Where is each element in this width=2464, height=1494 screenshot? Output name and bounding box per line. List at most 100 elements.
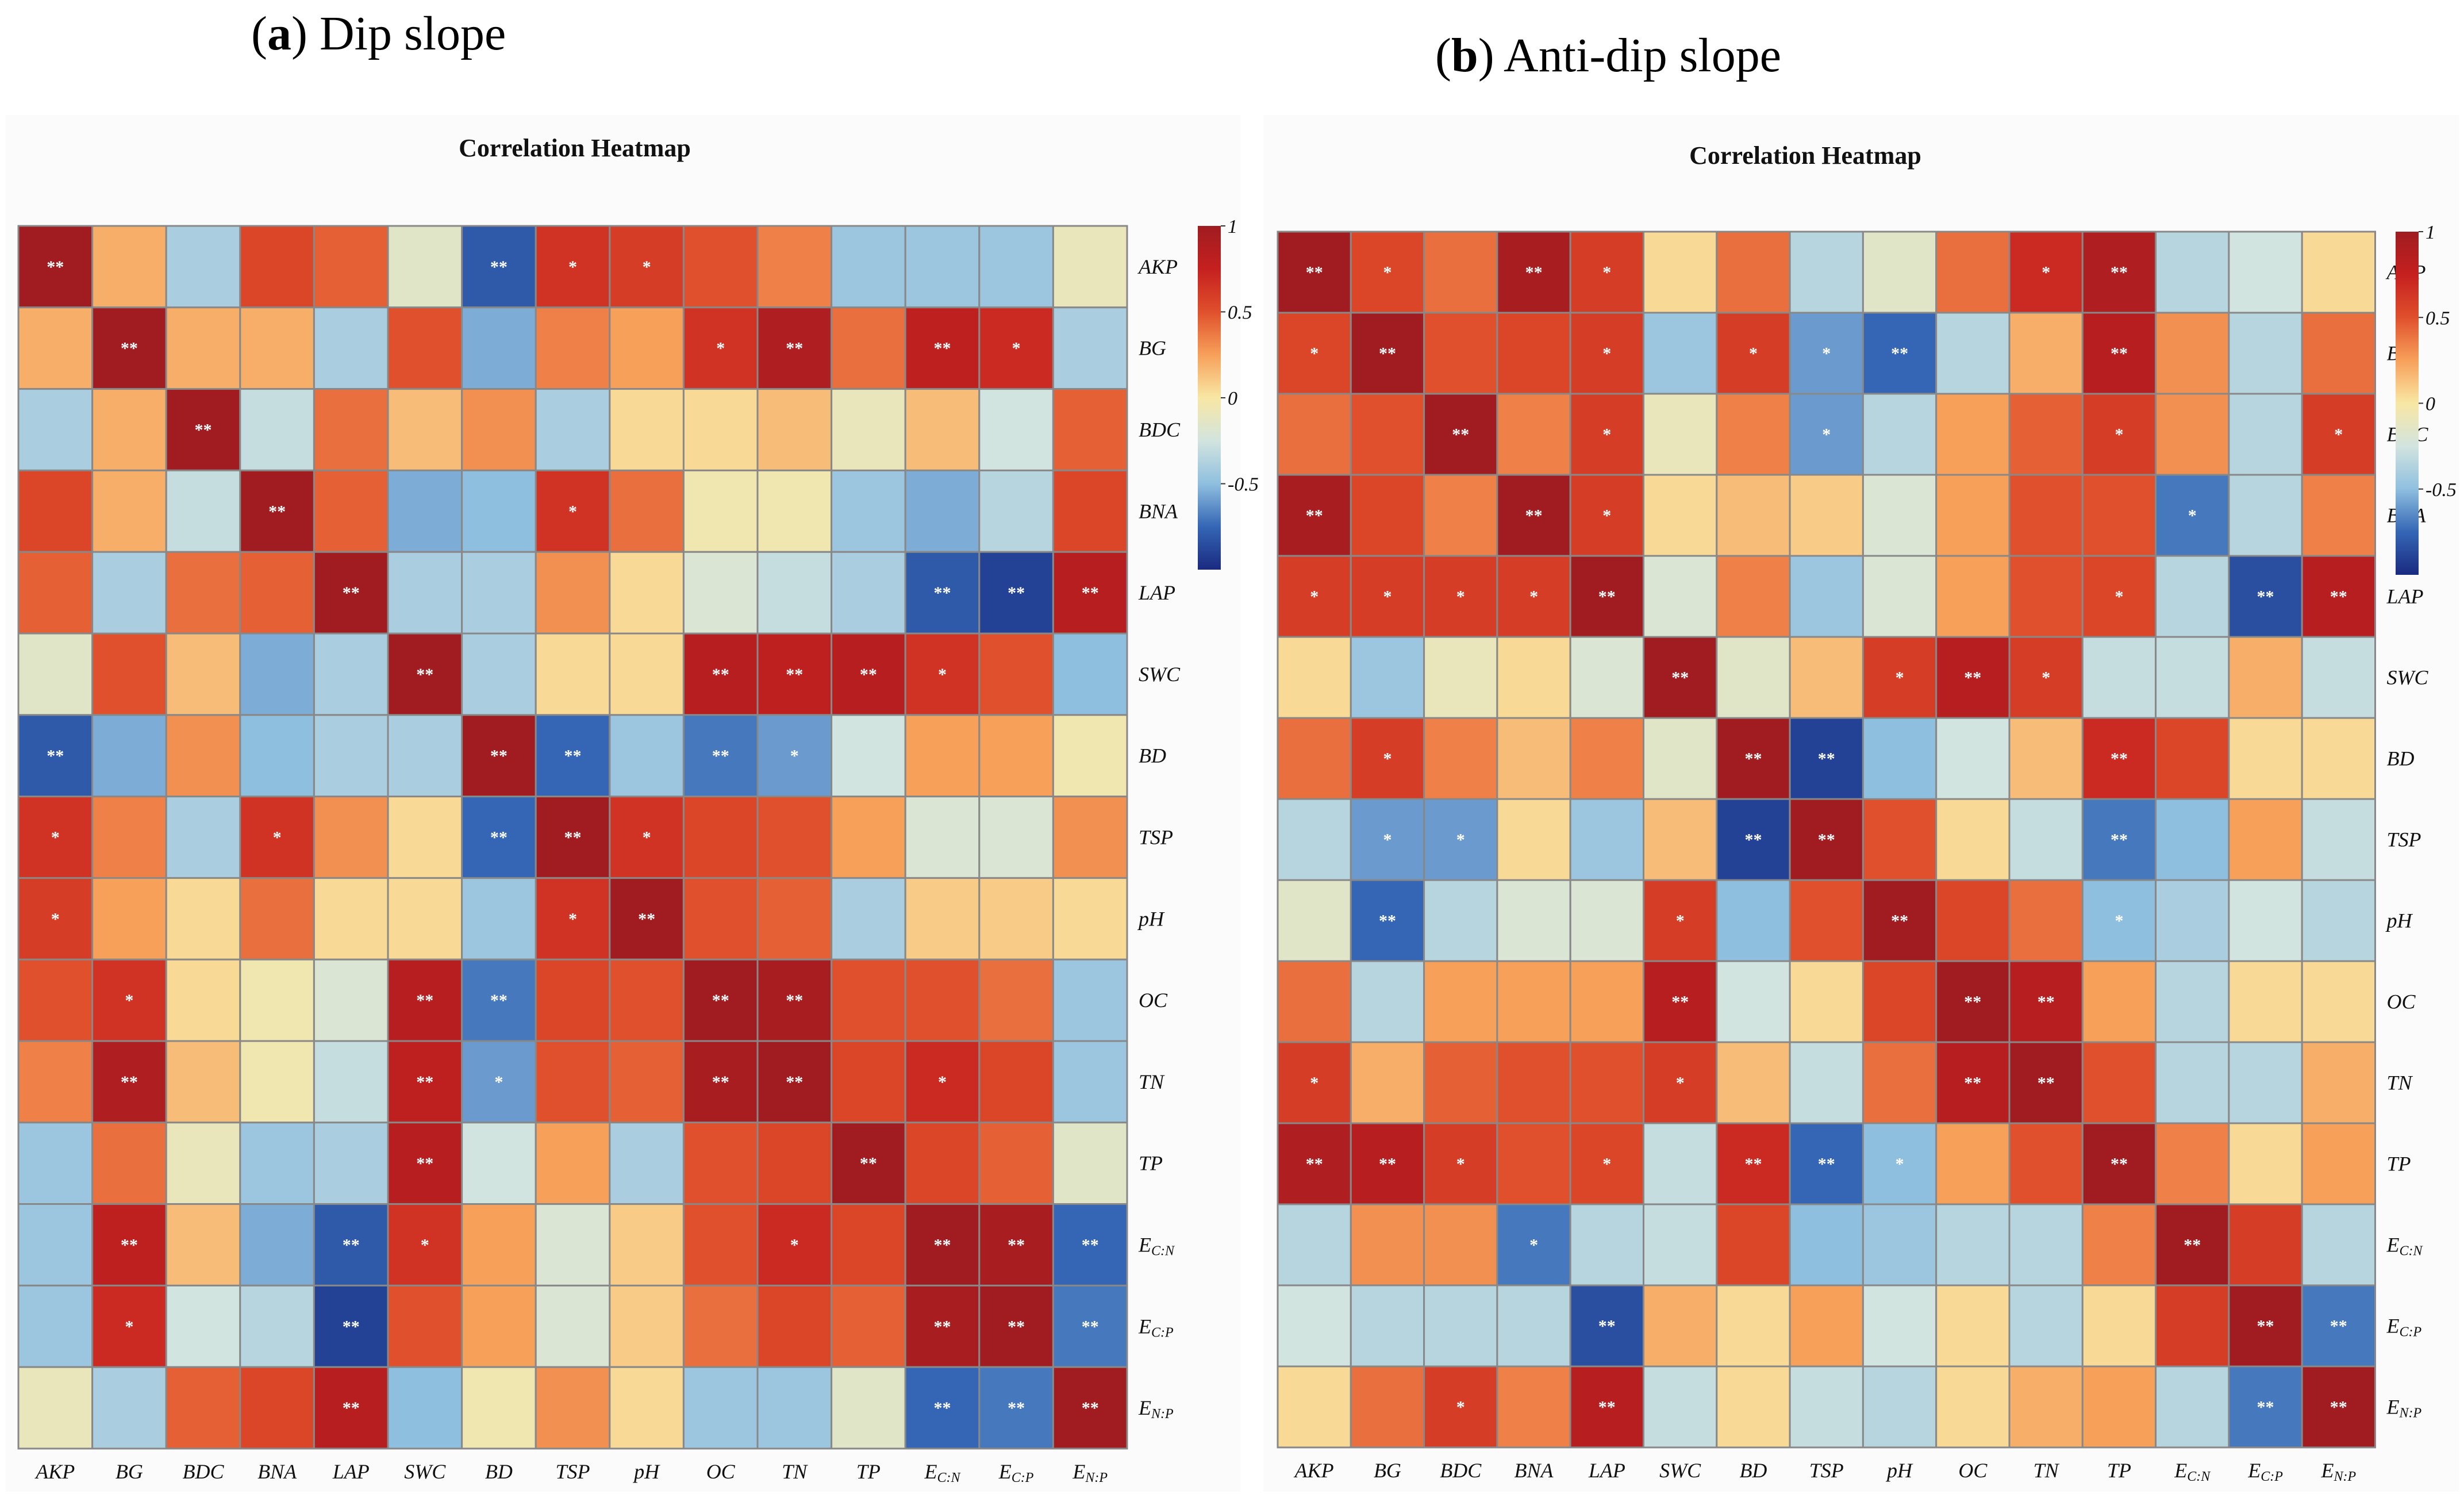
- significance-mark: **: [490, 747, 508, 766]
- significance-mark: **: [343, 1317, 360, 1336]
- panel-b-title: (b) Anti-dip slope: [1435, 29, 1782, 82]
- heatmap-cell-dip-OC-TP: [831, 958, 906, 1042]
- heatmap-cell-dip-ENP-SWC: [387, 1366, 463, 1450]
- heatmap-cell-antidip-ENP-TN: [2008, 1365, 2084, 1449]
- heatmap-cell-dip-BDC-ECP: [978, 388, 1054, 471]
- heatmap-cell-dip-ECN-ECP: [978, 1203, 1054, 1286]
- heatmap-cell-antidip-BDC-OC: [1935, 393, 2011, 476]
- heatmap-cell-antidip-TSP-ECN: [2155, 798, 2230, 881]
- heatmap-cell-dip-LAP-TSP: [535, 551, 611, 635]
- significance-mark: *: [273, 828, 282, 847]
- heatmap-cell-dip-BDC-BD: [461, 388, 537, 471]
- heatmap-cell-antidip-TN-AKP: [1277, 1041, 1352, 1124]
- heatmap-cell-antidip-BDC-BD: [1716, 393, 1791, 476]
- row-label-dip-TP: TP: [1139, 1152, 1163, 1175]
- heatmap-cell-antidip-TN-OC: [1935, 1041, 2011, 1124]
- heatmap-cell-antidip-SWC-BG: [1350, 636, 1425, 719]
- heatmap-cell-antidip-LAP-OC: [1935, 555, 2011, 638]
- col-label-antidip-AKP: AKP: [1294, 1459, 1334, 1482]
- heatmap-cell-dip-ENP-pH: [609, 1366, 685, 1450]
- heatmap-cell-dip-TN-BDC: [165, 1040, 241, 1124]
- significance-mark: **: [47, 258, 64, 276]
- heatmap-cell-dip-pH-OC: [682, 877, 759, 961]
- heatmap-cell-antidip-ECP-TSP: [1789, 1284, 1864, 1368]
- heatmap-cell-antidip-BD-TP: [2081, 717, 2157, 800]
- heatmap-cell-antidip-ECP-BDC: [1423, 1284, 1498, 1368]
- heatmap-cell-antidip-BG-SWC: [1643, 312, 1718, 395]
- heatmap-cell-antidip-ECP-ECP: [2228, 1284, 2303, 1368]
- significance-mark: **: [1598, 1398, 1616, 1417]
- significance-mark: *: [790, 747, 799, 766]
- heatmap-cell-dip-ECN-pH: [609, 1203, 685, 1286]
- heatmap-cell-antidip-OC-SWC: [1643, 960, 1718, 1043]
- heatmap-cell-dip-SWC-BNA: [239, 632, 315, 716]
- heatmap-cell-dip-ENP-AKP: [17, 1366, 94, 1450]
- heatmap-cell-dip-TN-AKP: [17, 1040, 94, 1124]
- heatmap-cell-dip-AKP-TP: [831, 225, 906, 309]
- row-label-antidip-BD: BD: [2387, 747, 2415, 770]
- heatmap-cell-dip-TSP-BNA: [239, 796, 315, 879]
- heatmap-cell-dip-LAP-ECN: [904, 551, 981, 635]
- heatmap-cell-dip-ECP-OC: [682, 1284, 759, 1368]
- col-label-antidip-TP: TP: [2107, 1459, 2131, 1482]
- significance-mark: **: [416, 665, 433, 684]
- heatmap-cell-dip-TP-pH: [609, 1122, 685, 1205]
- heatmap-cell-antidip-ECP-AKP: [1277, 1284, 1352, 1368]
- heatmap-cell-dip-ECN-TN: [756, 1203, 833, 1286]
- heatmap-cell-antidip-pH-BDC: [1423, 879, 1498, 962]
- heatmap-cell-antidip-SWC-TSP: [1789, 636, 1864, 719]
- significance-mark: **: [416, 1154, 433, 1173]
- heatmap-cell-dip-OC-TN: [756, 958, 833, 1042]
- heatmap-cell-dip-BDC-SWC: [387, 388, 463, 471]
- heatmap-cell-dip-LAP-ENP: [1052, 551, 1128, 635]
- heatmap-cell-antidip-TP-pH: [1862, 1122, 1938, 1205]
- row-label-dip-BDC: BDC: [1139, 418, 1181, 441]
- heatmap-cell-dip-OC-ECN: [904, 958, 981, 1042]
- heatmap-cell-antidip-LAP-BDC: [1423, 555, 1498, 638]
- significance-mark: **: [2257, 1398, 2274, 1417]
- heatmap-cell-dip-BD-OC: [682, 714, 759, 798]
- heatmap-cell-antidip-BG-ECP: [2228, 312, 2303, 395]
- row-label-dip-ECP: EC:P: [1138, 1315, 1174, 1340]
- heatmap-cell-antidip-SWC-TN: [2008, 636, 2084, 719]
- heatmap-cell-antidip-BDC-ENP: [2301, 393, 2376, 476]
- heatmap-cell-dip-BD-ECN: [904, 714, 981, 798]
- significance-mark: **: [1082, 1317, 1099, 1336]
- heatmap-cell-antidip-OC-ECN: [2155, 960, 2230, 1043]
- heatmap-cell-antidip-ECN-TSP: [1789, 1203, 1864, 1286]
- heatmap-cell-dip-AKP-ECP: [978, 225, 1054, 309]
- significance-mark: **: [786, 991, 803, 1010]
- heatmap-cell-dip-TSP-BG: [91, 796, 167, 879]
- significance-mark: *: [1822, 344, 1831, 363]
- heatmap-cell-dip-pH-BD: [461, 877, 537, 961]
- heatmap-cell-dip-BDC-BNA: [239, 388, 315, 471]
- significance-mark: **: [2330, 1398, 2347, 1417]
- heatmap-cell-antidip-ECP-pH: [1862, 1284, 1938, 1368]
- heatmap-cell-dip-AKP-OC: [682, 225, 759, 309]
- heatmap-cell-antidip-BNA-BDC: [1423, 474, 1498, 557]
- colorbar-tick-label: -0.5: [2425, 479, 2457, 501]
- significance-mark: **: [1964, 1074, 1981, 1093]
- heatmap-cell-dip-OC-BNA: [239, 958, 315, 1042]
- heatmap-cell-dip-SWC-TSP: [535, 632, 611, 716]
- significance-mark: *: [1602, 1155, 1611, 1174]
- significance-mark: **: [786, 1073, 803, 1092]
- colorbar-tick-label: -0.5: [1228, 474, 1259, 496]
- heatmap-cell-antidip-OC-ENP: [2301, 960, 2376, 1043]
- col-label-dip-OC: OC: [706, 1460, 736, 1483]
- heatmap-cell-dip-BD-ENP: [1052, 714, 1128, 798]
- heatmap-cell-dip-BG-BD: [461, 306, 537, 390]
- heatmap-cell-dip-TN-ECN: [904, 1040, 981, 1124]
- heatmap-cell-dip-BD-LAP: [313, 714, 389, 798]
- heatmap-cell-dip-BNA-pH: [609, 469, 685, 553]
- heatmap-cell-dip-BNA-TP: [831, 469, 906, 553]
- significance-mark: *: [1529, 587, 1538, 606]
- heatmap-cell-dip-LAP-BG: [91, 551, 167, 635]
- heatmap-cell-dip-ECN-BNA: [239, 1203, 315, 1286]
- significance-mark: **: [2038, 993, 2055, 1012]
- significance-mark: *: [2188, 506, 2197, 525]
- heatmap-cell-dip-SWC-ECP: [978, 632, 1054, 716]
- heatmap-cell-antidip-SWC-TP: [2081, 636, 2157, 719]
- heatmap-cell-antidip-BDC-ECN: [2155, 393, 2230, 476]
- col-label-dip-SWC: SWC: [404, 1460, 446, 1483]
